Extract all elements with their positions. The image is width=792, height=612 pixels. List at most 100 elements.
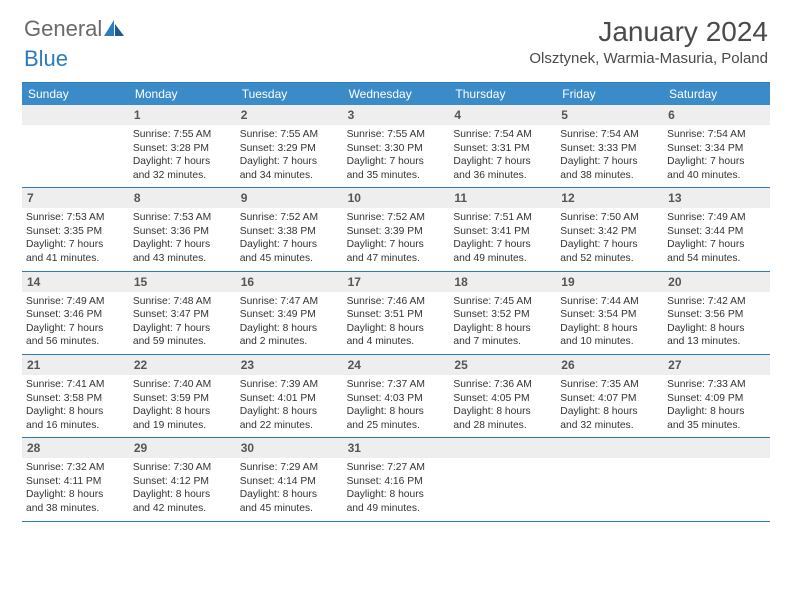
day-number: 2 — [236, 105, 343, 125]
day-number: 21 — [22, 355, 129, 375]
day-number: 27 — [663, 355, 770, 375]
day-info-line: Sunrise: 7:27 AM — [347, 461, 446, 475]
day-info-line: Daylight: 8 hours — [26, 488, 125, 502]
day-number: 22 — [129, 355, 236, 375]
week-row: 7Sunrise: 7:53 AMSunset: 3:35 PMDaylight… — [22, 188, 770, 271]
day-info-line: Sunrise: 7:53 AM — [133, 211, 232, 225]
day-info-line: Sunset: 4:07 PM — [560, 392, 659, 406]
day-info-line: Daylight: 7 hours — [453, 238, 552, 252]
day-cell — [556, 438, 663, 520]
day-info-line: Daylight: 8 hours — [667, 322, 766, 336]
day-cell: 6Sunrise: 7:54 AMSunset: 3:34 PMDaylight… — [663, 105, 770, 187]
day-cell: 25Sunrise: 7:36 AMSunset: 4:05 PMDayligh… — [449, 355, 556, 437]
day-info-line: Sunrise: 7:32 AM — [26, 461, 125, 475]
day-info-line: and 45 minutes. — [240, 252, 339, 266]
day-info-line: Sunset: 4:01 PM — [240, 392, 339, 406]
day-info-line: and 38 minutes. — [26, 502, 125, 516]
weekday-header-cell: Tuesday — [236, 83, 343, 105]
day-info-line: Sunset: 4:03 PM — [347, 392, 446, 406]
day-info-line: Sunrise: 7:39 AM — [240, 378, 339, 392]
day-info-line: Sunset: 3:46 PM — [26, 308, 125, 322]
day-info-line: Sunset: 3:47 PM — [133, 308, 232, 322]
day-info-line: Daylight: 7 hours — [560, 238, 659, 252]
location: Olsztynek, Warmia-Masuria, Poland — [529, 50, 768, 67]
day-info-line: and 41 minutes. — [26, 252, 125, 266]
day-info-line: and 49 minutes. — [347, 502, 446, 516]
title-block: January 2024 Olsztynek, Warmia-Masuria, … — [529, 16, 768, 67]
day-info-line: Sunset: 3:34 PM — [667, 142, 766, 156]
day-info-line: Sunset: 3:35 PM — [26, 225, 125, 239]
weekday-header-cell: Saturday — [663, 83, 770, 105]
day-info-line: Daylight: 7 hours — [453, 155, 552, 169]
day-cell: 13Sunrise: 7:49 AMSunset: 3:44 PMDayligh… — [663, 188, 770, 270]
day-cell: 8Sunrise: 7:53 AMSunset: 3:36 PMDaylight… — [129, 188, 236, 270]
day-info-line: Sunrise: 7:55 AM — [240, 128, 339, 142]
day-info-line: Daylight: 8 hours — [133, 488, 232, 502]
day-number: 10 — [343, 188, 450, 208]
day-info-line: Sunset: 4:11 PM — [26, 475, 125, 489]
day-info-line: Daylight: 8 hours — [347, 488, 446, 502]
day-info-line: Sunset: 3:30 PM — [347, 142, 446, 156]
day-info-line: Sunset: 3:33 PM — [560, 142, 659, 156]
day-info-line: Sunrise: 7:35 AM — [560, 378, 659, 392]
day-info-line: Sunrise: 7:30 AM — [133, 461, 232, 475]
logo-sail-icon — [104, 20, 126, 36]
day-number: 8 — [129, 188, 236, 208]
weekday-header-cell: Sunday — [22, 83, 129, 105]
day-info-line: Daylight: 8 hours — [667, 405, 766, 419]
day-info-line: Sunrise: 7:33 AM — [667, 378, 766, 392]
day-info-line: and 7 minutes. — [453, 335, 552, 349]
day-cell — [449, 438, 556, 520]
day-info-line: Sunrise: 7:53 AM — [26, 211, 125, 225]
day-info-line: Sunset: 3:41 PM — [453, 225, 552, 239]
day-info-line: Sunset: 3:59 PM — [133, 392, 232, 406]
day-info-line: Sunset: 3:49 PM — [240, 308, 339, 322]
day-info-line: and 45 minutes. — [240, 502, 339, 516]
day-info-line: and 4 minutes. — [347, 335, 446, 349]
day-info-line: Daylight: 8 hours — [560, 405, 659, 419]
calendar: SundayMondayTuesdayWednesdayThursdayFrid… — [22, 82, 770, 522]
day-info-line: Daylight: 7 hours — [133, 322, 232, 336]
day-number: 14 — [22, 272, 129, 292]
day-info-line: and 34 minutes. — [240, 169, 339, 183]
day-info-line: and 28 minutes. — [453, 419, 552, 433]
day-number: 9 — [236, 188, 343, 208]
day-info-line: Sunset: 3:29 PM — [240, 142, 339, 156]
day-info-line: Daylight: 7 hours — [560, 155, 659, 169]
day-info-line: and 32 minutes. — [133, 169, 232, 183]
day-cell: 22Sunrise: 7:40 AMSunset: 3:59 PMDayligh… — [129, 355, 236, 437]
day-cell — [663, 438, 770, 520]
day-cell: 17Sunrise: 7:46 AMSunset: 3:51 PMDayligh… — [343, 272, 450, 354]
day-number: 20 — [663, 272, 770, 292]
day-info-line: Sunset: 3:31 PM — [453, 142, 552, 156]
day-number: 17 — [343, 272, 450, 292]
day-info-line: and 32 minutes. — [560, 419, 659, 433]
day-number: 4 — [449, 105, 556, 125]
day-info-line: Sunset: 4:14 PM — [240, 475, 339, 489]
week-row: 14Sunrise: 7:49 AMSunset: 3:46 PMDayligh… — [22, 272, 770, 355]
day-cell: 27Sunrise: 7:33 AMSunset: 4:09 PMDayligh… — [663, 355, 770, 437]
day-info-line: Daylight: 8 hours — [560, 322, 659, 336]
day-info-line: Sunset: 3:54 PM — [560, 308, 659, 322]
day-info-line: Sunset: 3:36 PM — [133, 225, 232, 239]
day-cell: 23Sunrise: 7:39 AMSunset: 4:01 PMDayligh… — [236, 355, 343, 437]
day-info-line: Daylight: 7 hours — [667, 238, 766, 252]
day-info-line: and 38 minutes. — [560, 169, 659, 183]
day-info-line: and 2 minutes. — [240, 335, 339, 349]
day-number: 11 — [449, 188, 556, 208]
day-info-line: Daylight: 7 hours — [26, 322, 125, 336]
day-info-line: Sunrise: 7:52 AM — [240, 211, 339, 225]
day-info-line: Sunset: 3:42 PM — [560, 225, 659, 239]
day-info-line: Sunset: 3:51 PM — [347, 308, 446, 322]
day-info-line: Daylight: 8 hours — [453, 405, 552, 419]
day-info-line: Sunrise: 7:40 AM — [133, 378, 232, 392]
day-cell: 29Sunrise: 7:30 AMSunset: 4:12 PMDayligh… — [129, 438, 236, 520]
day-info-line: Daylight: 7 hours — [667, 155, 766, 169]
day-info-line: and 19 minutes. — [133, 419, 232, 433]
day-info-line: Sunset: 3:44 PM — [667, 225, 766, 239]
day-cell: 15Sunrise: 7:48 AMSunset: 3:47 PMDayligh… — [129, 272, 236, 354]
day-cell: 12Sunrise: 7:50 AMSunset: 3:42 PMDayligh… — [556, 188, 663, 270]
day-number: 30 — [236, 438, 343, 458]
day-cell: 11Sunrise: 7:51 AMSunset: 3:41 PMDayligh… — [449, 188, 556, 270]
day-info-line: Sunset: 3:39 PM — [347, 225, 446, 239]
